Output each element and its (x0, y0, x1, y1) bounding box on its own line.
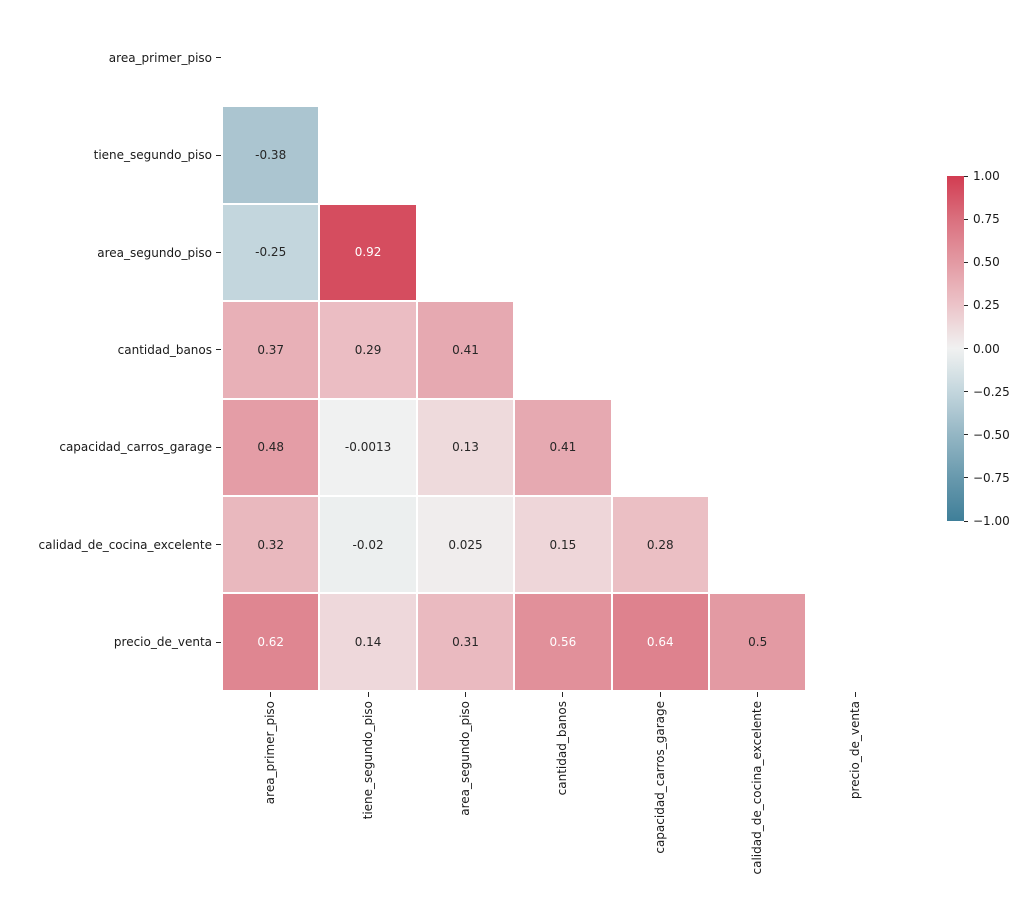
cell-value: 0.15 (549, 537, 577, 552)
heatmap-cell-precio_de_venta-area_segundo_piso: 0.31 (416, 593, 515, 691)
y-tick-label-area_segundo_piso: area_segundo_piso (97, 245, 212, 260)
y-tick-label-calidad_de_cocina_excelente: calidad_de_cocina_excelente (38, 537, 213, 552)
x-tick-label-area_segundo_piso: area_segundo_piso (458, 700, 472, 816)
y-tick-label-capacidad_carros_garage: capacidad_carros_garage (59, 440, 212, 455)
x-tick-label-tiene_segundo_piso: tiene_segundo_piso (360, 700, 375, 820)
cell-value: 0.92 (354, 245, 382, 260)
x-tick-mark (270, 691, 272, 697)
cell-value: 0.48 (257, 440, 285, 455)
cell-value: 0.025 (448, 537, 483, 552)
heatmap-cell-precio_de_venta-tiene_segundo_piso: 0.14 (319, 593, 417, 691)
cell-value: -0.0013 (344, 440, 392, 455)
x-tick-mark (659, 691, 661, 697)
y-tick-label-area_primer_piso: area_primer_piso (108, 50, 212, 65)
heatmap-cell-calidad_de_cocina_excelente-capacidad_carros_garage: 0.28 (611, 496, 709, 594)
colorbar-tick-label: 0.00 (973, 341, 1000, 356)
y-tick-label-precio_de_venta: precio_de_venta (113, 635, 212, 650)
x-tick-label-area_primer_piso: area_primer_piso (263, 700, 278, 804)
heatmap-cell-capacidad_carros_garage-area_segundo_piso: 0.13 (416, 398, 515, 496)
y-tick-mark (216, 57, 221, 59)
x-tick-mark (854, 691, 856, 697)
colorbar-tick-label: 0.25 (973, 298, 1000, 313)
heatmap-cell-precio_de_venta-area_primer_piso: 0.62 (222, 593, 320, 691)
heatmap-cell-calidad_de_cocina_excelente-area_primer_piso: 0.32 (222, 496, 320, 594)
colorbar-tick-mark (964, 477, 968, 479)
colorbar-tick-mark (964, 261, 968, 263)
y-tick-label-cantidad_banos: cantidad_banos (117, 342, 212, 357)
heatmap-cell-precio_de_venta-capacidad_carros_garage: 0.64 (611, 593, 709, 691)
colorbar-tick-label: −0.75 (973, 470, 1010, 485)
heatmap-cell-area_segundo_piso-area_primer_piso: -0.25 (222, 203, 320, 302)
x-tick-label-capacidad_carros_garage: capacidad_carros_garage (652, 700, 667, 854)
y-tick-label-tiene_segundo_piso: tiene_segundo_piso (93, 148, 212, 163)
heatmap-cell-cantidad_banos-area_segundo_piso: 0.41 (416, 301, 515, 399)
heatmap-cell-precio_de_venta-cantidad_banos: 0.56 (514, 593, 612, 691)
cell-value: 0.37 (257, 342, 285, 357)
cell-value: -0.25 (255, 245, 287, 260)
y-tick-mark (216, 154, 221, 156)
y-tick-mark (216, 446, 221, 448)
colorbar-tick-mark (964, 391, 968, 393)
cell-value: 0.41 (549, 440, 577, 455)
cell-value: 0.31 (452, 635, 479, 650)
cell-value: 0.56 (549, 635, 577, 650)
y-tick-mark (216, 641, 221, 643)
cell-value: 0.64 (646, 635, 674, 650)
cell-value: 0.62 (257, 635, 285, 650)
colorbar-tick-label: 1.00 (973, 169, 1000, 183)
colorbar-tick-mark (964, 434, 968, 436)
cell-value: 0.41 (452, 342, 479, 357)
x-tick-label-calidad_de_cocina_excelente: calidad_de_cocina_excelente (750, 700, 765, 875)
heatmap-cell-capacidad_carros_garage-area_primer_piso: 0.48 (222, 398, 320, 496)
cell-value: 0.14 (354, 635, 382, 650)
x-tick-mark (367, 691, 369, 697)
colorbar-tick-mark (964, 175, 968, 177)
heatmap-cell-tiene_segundo_piso-area_primer_piso: -0.38 (222, 106, 320, 204)
y-tick-mark (216, 544, 221, 546)
cell-value: 0.29 (354, 342, 382, 357)
colorbar-tick-mark (964, 218, 968, 220)
heatmap-cell-capacidad_carros_garage-cantidad_banos: 0.41 (514, 398, 612, 496)
x-tick-label-precio_de_venta: precio_de_venta (847, 700, 862, 799)
colorbar (947, 176, 964, 521)
x-tick-label-cantidad_banos: cantidad_banos (555, 700, 570, 796)
heatmap-cell-cantidad_banos-tiene_segundo_piso: 0.29 (319, 301, 417, 399)
x-tick-mark (757, 691, 759, 697)
heatmap-cell-area_segundo_piso-tiene_segundo_piso: 0.92 (319, 203, 417, 302)
colorbar-tick-mark (964, 348, 968, 349)
colorbar-tick-label: −1.00 (973, 514, 1010, 528)
x-tick-mark (562, 691, 564, 697)
heatmap-cell-calidad_de_cocina_excelente-tiene_segundo_piso: -0.02 (319, 496, 417, 594)
heatmap-cell-precio_de_venta-calidad_de_cocina_excelente: 0.5 (709, 593, 807, 691)
cell-value: -0.38 (255, 148, 287, 163)
heatmap-cell-calidad_de_cocina_excelente-area_segundo_piso: 0.025 (416, 496, 515, 594)
y-tick-mark (216, 252, 221, 253)
colorbar-tick-label: 0.50 (973, 255, 1000, 270)
colorbar-tick-mark (964, 520, 968, 522)
heatmap-cell-capacidad_carros_garage-tiene_segundo_piso: -0.0013 (319, 398, 417, 496)
colorbar-tick-label: 0.75 (973, 212, 1000, 227)
cell-value: 0.32 (257, 537, 285, 552)
heatmap-cell-cantidad_banos-area_primer_piso: 0.37 (222, 301, 320, 399)
cell-value: 0.5 (748, 635, 768, 650)
cell-value: 0.28 (646, 537, 674, 552)
colorbar-tick-label: −0.50 (973, 427, 1010, 442)
x-tick-mark (465, 691, 466, 697)
cell-value: 0.13 (452, 440, 479, 455)
colorbar-tick-mark (964, 304, 968, 306)
y-tick-mark (216, 349, 221, 351)
colorbar-tick-label: −0.25 (973, 384, 1010, 399)
cell-value: -0.02 (352, 537, 384, 552)
heatmap-cell-calidad_de_cocina_excelente-cantidad_banos: 0.15 (514, 496, 612, 594)
